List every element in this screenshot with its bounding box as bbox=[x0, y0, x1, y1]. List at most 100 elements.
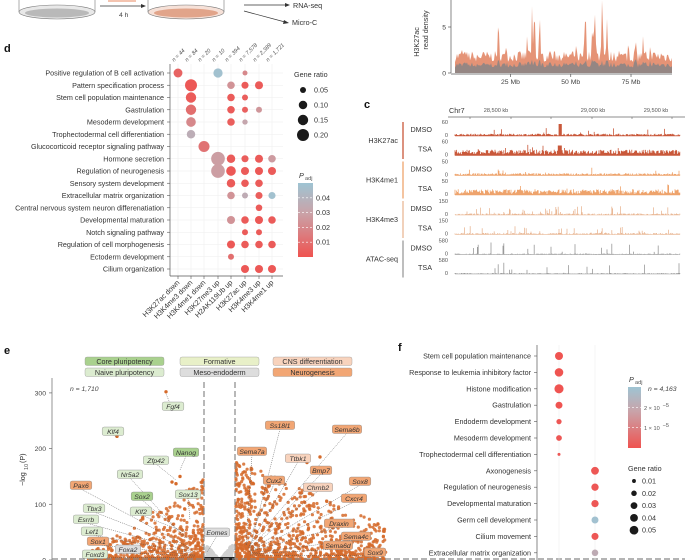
row-label: Developmental maturation bbox=[447, 499, 531, 508]
volcano-point bbox=[250, 471, 254, 475]
volcano-point bbox=[251, 481, 255, 485]
volcano-point bbox=[285, 541, 289, 545]
volcano-point bbox=[257, 555, 261, 560]
volcano-point bbox=[175, 517, 179, 521]
color-legend-title: P bbox=[629, 375, 634, 384]
volcano-point bbox=[107, 554, 111, 558]
volcano-point bbox=[158, 541, 163, 545]
volcano-point bbox=[180, 550, 184, 554]
dot-point bbox=[242, 119, 248, 125]
volcano-point bbox=[240, 472, 244, 477]
gene-leader-line bbox=[141, 499, 191, 541]
volcano-point bbox=[309, 537, 314, 541]
y-tick-label: 200 bbox=[35, 446, 47, 453]
track-group-label: H3K27ac bbox=[368, 136, 398, 145]
gene-leader-line bbox=[247, 526, 340, 553]
volcano-point bbox=[303, 520, 307, 524]
volcano-point bbox=[247, 531, 252, 536]
row-label: Cilium movement bbox=[475, 532, 531, 541]
volcano-point bbox=[264, 511, 268, 515]
track-scale-max: 580 bbox=[439, 239, 448, 245]
dot-point bbox=[254, 215, 264, 225]
volcano-point bbox=[292, 542, 297, 546]
volcano-point bbox=[268, 545, 272, 549]
dot-point bbox=[242, 70, 248, 76]
volcano-point bbox=[162, 535, 166, 540]
volcano-point bbox=[138, 557, 142, 560]
row-label: Trophectodermal cell differentiation bbox=[419, 450, 531, 459]
volcano-point bbox=[279, 496, 283, 500]
row-label: Regulation of neurogenesis bbox=[443, 483, 531, 492]
volcano-point bbox=[200, 496, 204, 500]
arrow-head-icon bbox=[141, 4, 146, 8]
volcano-point bbox=[250, 499, 254, 503]
volcano-point bbox=[165, 528, 169, 533]
volcano-point bbox=[362, 515, 366, 519]
gene-label: Tbx3 bbox=[86, 506, 101, 513]
track-scale-min: 0 bbox=[445, 133, 448, 139]
track-group-label: H3K4me1 bbox=[366, 176, 398, 185]
volcano-point bbox=[377, 529, 381, 533]
volcano-point bbox=[310, 548, 314, 552]
volcano-point bbox=[131, 536, 135, 540]
gene-leader-line bbox=[249, 490, 319, 550]
volcano-point bbox=[290, 537, 294, 541]
track-condition-label: TSA bbox=[418, 224, 432, 233]
y-tick-label: 300 bbox=[35, 390, 47, 397]
gene-label: Sox1 bbox=[90, 539, 106, 546]
dot-point bbox=[241, 216, 249, 224]
volcano-point bbox=[115, 534, 119, 538]
volcano-point bbox=[149, 545, 154, 550]
gene-label-box bbox=[310, 465, 333, 475]
row-label: Cilium organization bbox=[103, 265, 164, 274]
volcano-point bbox=[253, 472, 257, 476]
volcano-point bbox=[172, 504, 176, 508]
volcano-point bbox=[172, 550, 176, 554]
volcano-point bbox=[356, 540, 360, 544]
volcano-point bbox=[306, 548, 310, 552]
gene-label-box bbox=[117, 469, 143, 479]
gene-label: Sox9 bbox=[367, 550, 383, 557]
volcano-point bbox=[254, 534, 258, 539]
volcano-point bbox=[192, 524, 196, 528]
volcano-point bbox=[236, 522, 240, 526]
volcano-point bbox=[298, 555, 302, 559]
gene-label-box bbox=[364, 547, 387, 557]
dot-point bbox=[186, 130, 196, 139]
volcano-point bbox=[259, 508, 263, 512]
volcano-point bbox=[282, 513, 287, 517]
row-label: Response to leukemia inhibitory factor bbox=[409, 368, 531, 377]
volcano-point bbox=[164, 507, 168, 511]
dot-point bbox=[227, 105, 235, 114]
volcano-point bbox=[160, 532, 164, 536]
gene-leader-line bbox=[127, 552, 197, 557]
panel-b-density: 0 5 25 Mb 50 Mb 75 Mb H3K27ac read density bbox=[412, 0, 672, 86]
signal-track bbox=[454, 144, 681, 156]
volcano-point bbox=[303, 536, 307, 540]
volcano-point bbox=[171, 522, 175, 526]
volcano-point bbox=[269, 555, 273, 559]
volcano-point bbox=[248, 509, 252, 514]
volcano-point bbox=[205, 545, 209, 549]
volcano-point bbox=[261, 552, 265, 557]
dot-point bbox=[211, 164, 225, 178]
volcano-point bbox=[114, 553, 118, 558]
volcano-point bbox=[110, 549, 114, 553]
row-label: Hormone secretion bbox=[103, 154, 164, 163]
volcano-point bbox=[147, 533, 151, 537]
volcano-point bbox=[148, 538, 152, 542]
panel-c-tracks: c Chr7 28,500 kb 29,000 kb 29,500 kb H3K27ac D… bbox=[364, 99, 685, 278]
signal-track bbox=[454, 242, 681, 255]
volcano-point bbox=[244, 489, 248, 493]
volcano-point bbox=[263, 518, 267, 522]
x-tick-label: 50 Mb bbox=[561, 79, 580, 86]
size-legend-label: 0.20 bbox=[314, 131, 328, 140]
track-scale-max: 150 bbox=[439, 199, 448, 205]
gene-label-box bbox=[173, 447, 199, 457]
volcano-point bbox=[226, 550, 230, 554]
dot-point bbox=[556, 418, 562, 425]
gene-label-box bbox=[73, 514, 99, 524]
volcano-point bbox=[301, 549, 305, 553]
gene-label-box bbox=[265, 420, 295, 430]
volcano-point bbox=[222, 554, 226, 558]
